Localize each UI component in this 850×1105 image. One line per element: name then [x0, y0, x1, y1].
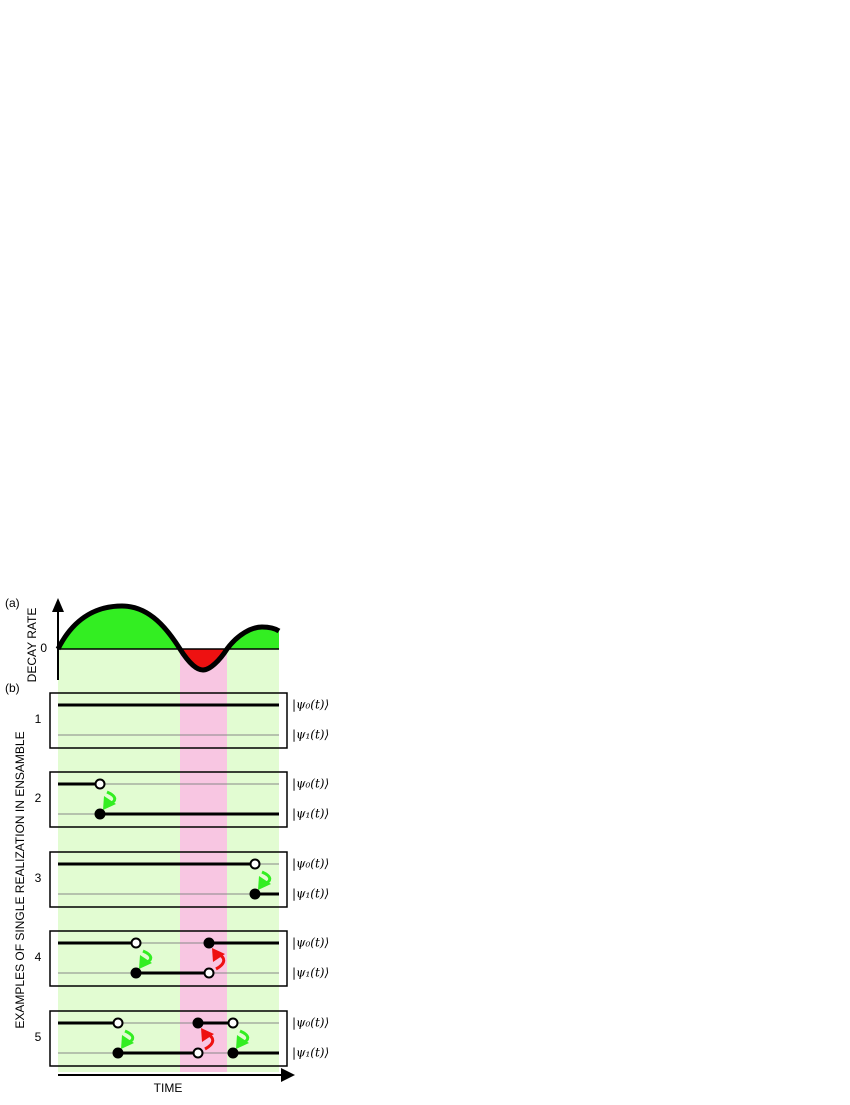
row-box	[49, 930, 288, 987]
rows: 1 |ψ₀(t)⟩ |ψ₁(t)⟩ 2 |ψ₀(t)⟩ |ψ₁(t)⟩ 3 |ψ₀(t)⟩ |ψ…	[35, 692, 329, 1067]
row-box	[49, 1010, 288, 1067]
state-label: |ψ₁(t)⟩	[292, 807, 329, 821]
filled-dot	[94, 808, 106, 820]
state-label: |ψ₀(t)⟩	[292, 857, 329, 871]
filled-dot	[227, 1047, 239, 1059]
y-arrow	[52, 598, 64, 612]
arrow-head	[236, 1035, 249, 1049]
panel-label: (b)	[5, 681, 20, 695]
open-dot	[203, 967, 215, 979]
filled-dot	[249, 888, 261, 900]
state-label: |ψ₁(t)⟩	[292, 966, 329, 980]
filled-dot	[112, 1047, 124, 1059]
row-number: 1	[35, 712, 42, 726]
open-dot	[249, 858, 261, 870]
open-dot	[227, 1017, 239, 1029]
row-number: 5	[35, 1030, 42, 1044]
pink-band	[180, 649, 227, 1072]
state-label: |ψ₀(t)⟩	[292, 698, 329, 712]
open-dot	[130, 937, 142, 949]
row-box	[49, 851, 288, 908]
row-box	[49, 692, 288, 749]
arrow-head	[121, 1035, 134, 1049]
green-band	[58, 649, 279, 1072]
decay-curve	[55, 603, 281, 673]
negative-area	[180, 649, 227, 670]
row-number: 2	[35, 791, 42, 805]
open-dot	[192, 1047, 204, 1059]
state-label: |ψ₁(t)⟩	[292, 887, 329, 901]
row-number: 3	[35, 871, 42, 885]
state-label: |ψ₀(t)⟩	[292, 1016, 329, 1030]
x-axis-label: TIME	[154, 1081, 183, 1095]
open-dot	[112, 1017, 124, 1029]
filled-dot	[130, 967, 142, 979]
row-box	[49, 771, 288, 828]
state-label: |ψ₁(t)⟩	[292, 728, 329, 742]
arrow-head	[139, 955, 152, 969]
positive-area	[227, 627, 279, 649]
arrow-head	[103, 796, 116, 810]
y-axis-label: EXAMPLES OF SINGLE REALIZATION IN ENSAMB…	[13, 731, 27, 1028]
zero-label: 0	[40, 641, 47, 655]
panel-label: (a)	[5, 596, 20, 610]
state-label: |ψ₀(t)⟩	[292, 936, 329, 950]
arrow-head	[201, 1028, 214, 1042]
open-dot	[94, 778, 106, 790]
time-arrow	[281, 1068, 295, 1082]
state-label: |ψ₀(t)⟩	[292, 777, 329, 791]
filled-dot	[192, 1017, 204, 1029]
y-axis-label: DECAY RATE	[25, 608, 39, 683]
arrow-head	[258, 876, 271, 890]
arrow-head	[212, 948, 225, 962]
state-label: |ψ₁(t)⟩	[292, 1046, 329, 1060]
row-number: 4	[35, 950, 42, 964]
filled-dot	[203, 937, 215, 949]
